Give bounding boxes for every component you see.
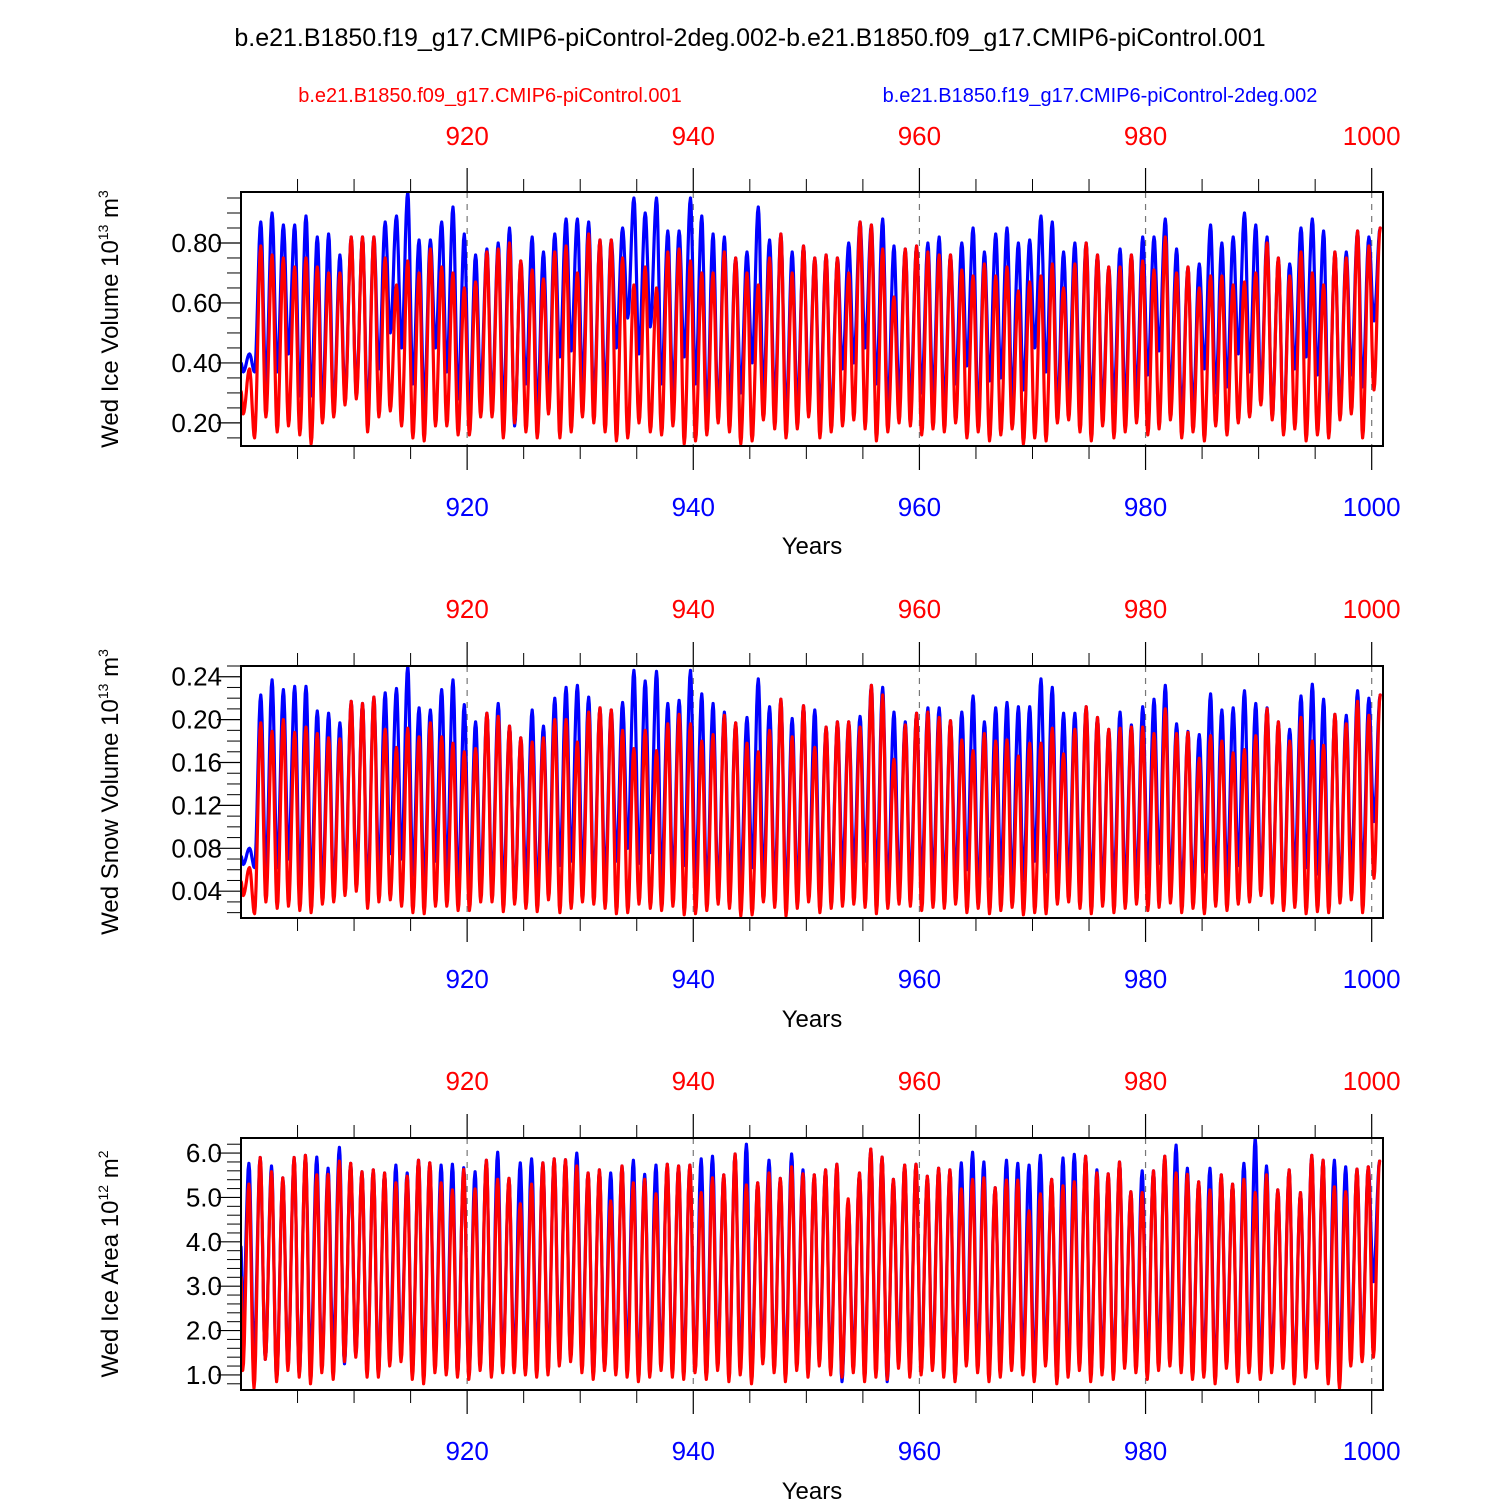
- x-axis-title: Years: [782, 1006, 843, 1033]
- plot-frame: [240, 191, 1384, 447]
- y-axis-title: Wed Ice Area 1012 m2: [95, 1150, 124, 1377]
- x-tick-label-bottom: 1000: [1343, 964, 1401, 994]
- y-axis-title: Wed Snow Volume 1013 m3: [95, 649, 124, 935]
- y-tick-label: 0.20: [171, 705, 222, 735]
- panel-1: 920 940 960 980 1000 920 940 960 980 1000 Years 0.2…: [95, 121, 1401, 560]
- plot-frame: [240, 1137, 1384, 1391]
- plot-area: [241, 666, 1382, 918]
- x-tick-label-top: 960: [898, 594, 941, 624]
- legend-entry-red: b.e21.B1850.f09_g17.CMIP6-piControl.001: [298, 85, 682, 107]
- y-axis-title-ylabel-exp: 13: [95, 224, 111, 240]
- y-tick-label: 0.24: [171, 662, 222, 692]
- y-tick-label: 0.12: [171, 790, 222, 820]
- y-axis-title-ylabel: Wed Snow Volume 10: [97, 699, 124, 935]
- x-tick-label-bottom: 1000: [1343, 1436, 1401, 1466]
- x-tick-label-top: 940: [672, 121, 715, 151]
- x-tick-label-bottom: 920: [445, 1436, 488, 1466]
- y-axis-title: Wed Ice Volume 1013 m3: [95, 190, 124, 448]
- x-tick-label-bottom: 980: [1124, 492, 1167, 522]
- legend-entry-blue: b.e21.B1850.f19_g17.CMIP6-piControl-2deg…: [883, 85, 1318, 107]
- y-tick-label: 5.0: [186, 1182, 222, 1212]
- x-tick-label-bottom: 920: [445, 964, 488, 994]
- y-axis-title-ylabel-unit: m: [97, 198, 124, 225]
- y-tick-label: 3.0: [186, 1271, 222, 1301]
- y-tick-label: 1.0: [186, 1360, 222, 1390]
- panel-3: 920 940 960 980 1000 920 940 960 980 1000 Years 1.0…: [95, 1066, 1401, 1500]
- y-axis-title-ylabel-unit-exp: 3: [95, 190, 111, 198]
- x-tick-label-top: 960: [898, 121, 941, 151]
- x-tick-label-top: 1000: [1343, 121, 1401, 151]
- x-tick-label-bottom: 920: [445, 492, 488, 522]
- x-tick-label-top: 940: [672, 1066, 715, 1096]
- plot-frame: [240, 665, 1384, 919]
- plot-area: [241, 1138, 1382, 1390]
- y-tick-label: 6.0: [186, 1138, 222, 1168]
- figure-title: b.e21.B1850.f19_g17.CMIP6-piControl-2deg…: [234, 24, 1265, 52]
- y-axis-title-ylabel: Wed Ice Volume 10: [97, 240, 124, 448]
- y-tick-label: 2.0: [186, 1316, 222, 1346]
- y-axis-title-ylabel-exp: 12: [95, 1185, 111, 1201]
- x-tick-label-top: 920: [445, 121, 488, 151]
- x-tick-label-top: 920: [445, 1066, 488, 1096]
- y-tick-label: 0.60: [171, 288, 222, 318]
- x-tick-label-top: 980: [1124, 121, 1167, 151]
- x-tick-label-bottom: 940: [672, 1436, 715, 1466]
- panels: 920 940 960 980 1000 920 940 960 980 1000 Years 0.2…: [95, 121, 1401, 1500]
- x-tick-label-top: 940: [672, 594, 715, 624]
- y-tick-label: 4.0: [186, 1227, 222, 1257]
- y-axis-title-ylabel-exp: 13: [95, 683, 111, 699]
- y-axis-title-ylabel-unit-exp: 2: [95, 1150, 111, 1158]
- x-tick-label-top: 1000: [1343, 1066, 1401, 1096]
- x-tick-label-bottom: 960: [898, 492, 941, 522]
- x-tick-label-bottom: 980: [1124, 1436, 1167, 1466]
- series-line-red: [241, 1147, 1382, 1390]
- x-tick-label-bottom: 940: [672, 492, 715, 522]
- y-axis-title-ylabel: Wed Ice Area 10: [97, 1201, 124, 1378]
- x-axis-title: Years: [782, 1478, 843, 1500]
- panel-2: 920 940 960 980 1000 920 940 960 980 1000 Years 0.0…: [95, 594, 1401, 1033]
- y-axis-title-ylabel-unit: m: [97, 657, 124, 684]
- series-line-red: [241, 683, 1382, 918]
- y-tick-label: 0.40: [171, 348, 222, 378]
- y-axis-title-ylabel-unit-exp: 3: [95, 649, 111, 657]
- y-tick-label: 0.20: [171, 408, 222, 438]
- x-axis-title: Years: [782, 533, 843, 560]
- y-axis-title-ylabel-unit: m: [97, 1158, 124, 1185]
- x-tick-label-bottom: 1000: [1343, 492, 1401, 522]
- y-tick-label: 0.08: [171, 833, 222, 863]
- y-tick-label: 0.04: [171, 876, 222, 906]
- y-tick-label: 0.80: [171, 228, 222, 258]
- x-tick-label-top: 920: [445, 594, 488, 624]
- x-tick-label-top: 980: [1124, 1066, 1167, 1096]
- x-tick-label-bottom: 980: [1124, 964, 1167, 994]
- plot-area: [241, 192, 1382, 446]
- x-tick-label-top: 960: [898, 1066, 941, 1096]
- x-tick-label-top: 1000: [1343, 594, 1401, 624]
- x-tick-label-bottom: 960: [898, 1436, 941, 1466]
- series-line-red: [241, 220, 1382, 446]
- x-tick-label-top: 980: [1124, 594, 1167, 624]
- x-tick-label-bottom: 940: [672, 964, 715, 994]
- x-tick-label-bottom: 960: [898, 964, 941, 994]
- y-tick-label: 0.16: [171, 748, 222, 778]
